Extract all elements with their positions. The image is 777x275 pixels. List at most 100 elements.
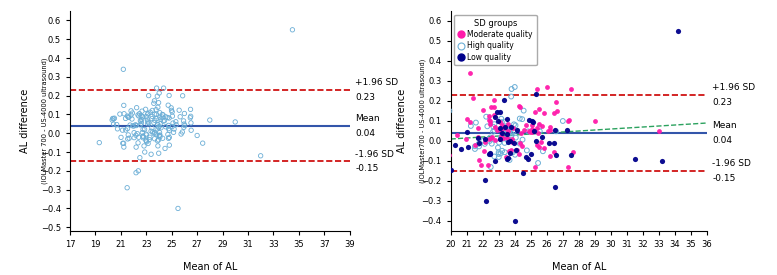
Point (162, 123, 175, 128)
Point (500, 127, 513, 132)
Point (494, 135, 507, 139)
Point (498, 134, 510, 139)
Point (132, 141, 145, 145)
Point (111, 127, 124, 131)
Point (481, 124, 493, 128)
Text: -0.15: -0.15 (355, 164, 378, 173)
Point (487, 130, 500, 134)
Point (504, 139, 517, 143)
Point (130, 145, 142, 149)
Point (531, 161, 544, 165)
Point (505, 131, 517, 136)
Point (507, 129, 520, 134)
Point (496, 148, 508, 153)
Point (128, 136, 141, 140)
Point (516, 117, 528, 121)
Point (532, 107, 545, 111)
Point (166, 124, 179, 129)
Point (479, 142, 491, 146)
X-axis label: Mean of AL
 (IOLMaster 700 - US-4000 ultrasound): Mean of AL (IOLMaster 700 - US-4000 ultr… (0, 274, 1, 275)
Point (499, 150, 511, 155)
Point (497, 131, 509, 135)
Point (510, 148, 522, 153)
Point (533, 145, 545, 149)
Point (485, 135, 497, 140)
Point (534, 129, 546, 133)
Point (167, 130, 179, 134)
Point (485, 165, 497, 169)
Point (531, 125, 543, 130)
Point (130, 123, 142, 128)
Point (500, 125, 512, 130)
Point (144, 135, 156, 139)
Point (154, 121, 166, 126)
Text: 0.23: 0.23 (355, 93, 375, 102)
Point (443, 152, 455, 157)
Point (120, 116, 132, 121)
Point (538, 111, 550, 115)
Point (152, 100, 165, 105)
Point (148, 101, 160, 106)
Point (495, 122, 507, 127)
Point (472, 135, 484, 139)
Point (151, 116, 163, 121)
Point (229, 120, 242, 124)
Point (516, 138, 528, 142)
Point (526, 119, 538, 124)
Point (125, 113, 138, 117)
Point (499, 125, 511, 130)
Point (140, 138, 152, 142)
Point (204, 118, 216, 122)
Point (504, 134, 517, 138)
Point (455, 147, 468, 151)
Point (530, 139, 542, 144)
Point (444, 168, 457, 173)
Point (492, 145, 504, 150)
Point (141, 118, 154, 122)
Point (528, 129, 540, 133)
Text: -0.15: -0.15 (713, 174, 736, 183)
Point (502, 131, 514, 135)
Point (449, 142, 462, 147)
Point (509, 85, 521, 89)
Point (148, 118, 161, 122)
Point (522, 129, 535, 134)
Point (178, 125, 190, 130)
Point (548, 111, 560, 116)
Point (488, 105, 500, 109)
Point (155, 126, 167, 130)
Point (565, 87, 577, 91)
Point (514, 140, 527, 145)
Point (477, 138, 490, 143)
Point (503, 127, 516, 131)
Text: Mean: Mean (713, 121, 737, 130)
Point (121, 114, 134, 118)
Point (493, 140, 505, 145)
Point (154, 111, 166, 115)
Point (502, 128, 514, 133)
Point (535, 135, 548, 139)
Point (550, 109, 563, 114)
Point (493, 110, 506, 115)
Point (505, 124, 517, 129)
Point (464, 119, 476, 124)
Point (148, 120, 160, 125)
Point (494, 120, 507, 124)
Point (500, 155, 512, 159)
Point (499, 126, 511, 130)
Point (483, 114, 496, 118)
Point (461, 117, 473, 121)
Point (137, 127, 149, 132)
Point (173, 108, 186, 112)
Point (523, 118, 535, 122)
Point (509, 219, 521, 223)
Point (488, 154, 500, 159)
Point (505, 140, 517, 145)
Point (143, 120, 155, 125)
Point (481, 163, 493, 167)
Point (535, 140, 548, 144)
Point (131, 131, 144, 136)
Point (501, 132, 514, 136)
Point (483, 136, 496, 141)
Point (502, 122, 514, 127)
